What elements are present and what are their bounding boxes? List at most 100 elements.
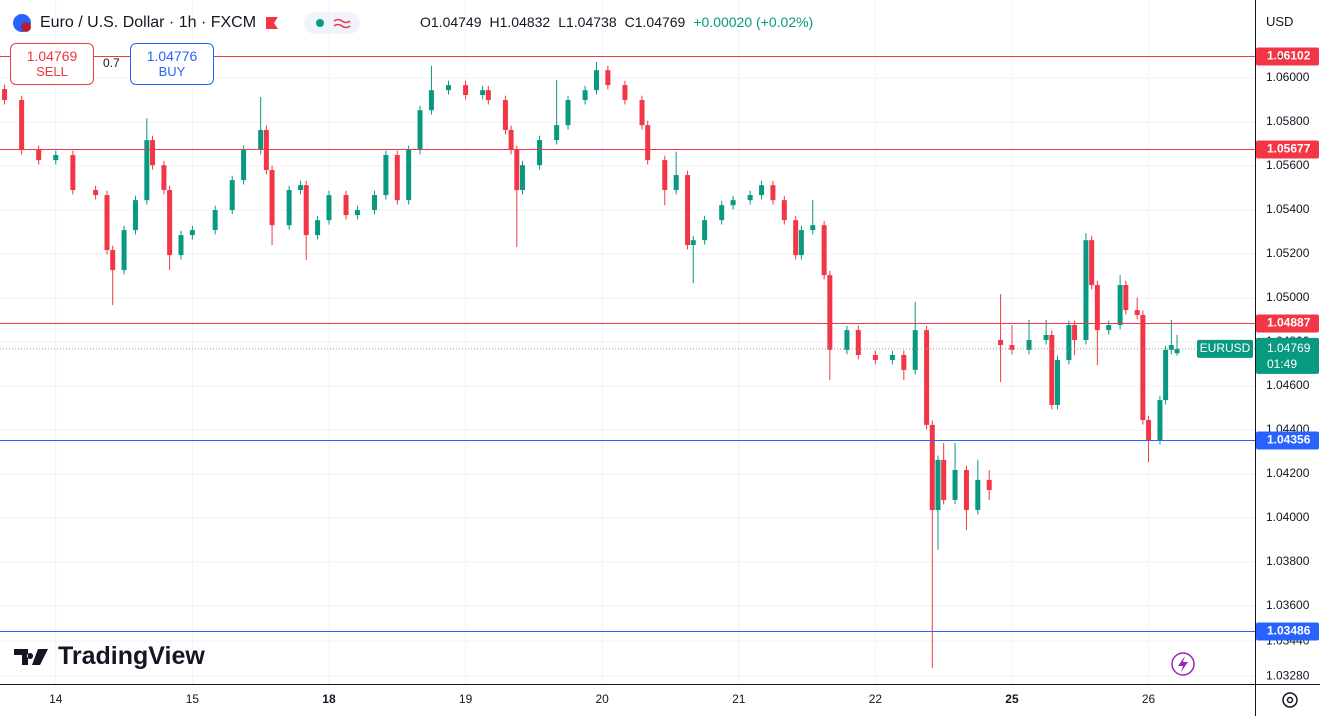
candle-body <box>394 155 400 201</box>
candle-body <box>463 85 469 96</box>
ohlc-change: +0.00020 (+0.02%) <box>693 14 814 30</box>
candle-body <box>821 225 827 276</box>
candle-body <box>70 155 76 191</box>
candle-body <box>354 210 360 216</box>
candle-body <box>702 220 708 241</box>
candle-body <box>1026 340 1032 350</box>
y-tick-label: 1.06000 <box>1266 70 1310 84</box>
candle-body <box>770 185 776 201</box>
candle-body <box>241 149 247 181</box>
candle-body <box>121 230 127 271</box>
y-tick-label: 1.05200 <box>1266 246 1310 260</box>
candle-body <box>303 185 309 236</box>
candle-body <box>1072 325 1078 341</box>
candle-body <box>1009 345 1015 350</box>
x-tick-label: 26 <box>1142 692 1156 706</box>
currency: USD <box>1266 14 1294 29</box>
symbol-tag-bg <box>1197 339 1253 358</box>
candle-body <box>554 125 560 141</box>
candle-body <box>2 89 8 101</box>
symbol-header[interactable]: Euro / U.S. Dollar · 1h · FXCM <box>12 12 361 34</box>
candle-body <box>685 175 691 246</box>
candle-body <box>537 140 543 166</box>
y-tick-label: 1.04600 <box>1266 378 1310 392</box>
settings-icon[interactable] <box>1282 692 1298 708</box>
candle-body <box>383 155 389 196</box>
candle-body <box>639 100 645 126</box>
candle-body <box>150 140 156 166</box>
candle-body <box>565 100 571 126</box>
y-tick-label: 1.04200 <box>1266 466 1310 480</box>
candle-body <box>480 90 486 96</box>
candle-body <box>781 200 787 221</box>
candle-body <box>605 70 611 86</box>
candle-body <box>519 165 525 191</box>
candle-body <box>986 479 992 491</box>
candle-body <box>269 170 275 226</box>
candle-body <box>1163 349 1169 401</box>
x-tick-label: 19 <box>459 692 473 706</box>
candle-body <box>1168 345 1174 350</box>
indicator-toggle[interactable] <box>304 12 361 34</box>
candle-body <box>110 250 116 271</box>
candle-body <box>514 149 520 191</box>
candle-body <box>901 354 907 370</box>
candle-body <box>161 165 167 191</box>
candle-body <box>1055 360 1061 405</box>
flag-marker[interactable] <box>264 15 280 31</box>
level-label: 1.03486 <box>1267 624 1311 638</box>
candle-body <box>326 195 332 221</box>
candle-body <box>1106 325 1112 331</box>
candle-body <box>19 100 25 150</box>
y-tick-label: 1.03280 <box>1266 668 1310 682</box>
candle-body <box>417 110 423 150</box>
candle-body <box>593 70 599 91</box>
candle-body <box>730 200 736 206</box>
candle-body <box>53 155 59 161</box>
ohlc-low: L1.04738 <box>558 14 617 30</box>
candle-body <box>662 160 668 191</box>
symbol-tag: EURUSD <box>1200 341 1251 355</box>
candle-body <box>212 210 218 231</box>
candle-body <box>1157 400 1163 441</box>
level-label-bg <box>1256 431 1319 450</box>
level-label: 1.04887 <box>1267 316 1311 330</box>
candle-body <box>315 220 321 236</box>
alert-bolt <box>1178 656 1188 672</box>
candle-body <box>167 190 173 256</box>
candle-body <box>827 275 833 350</box>
candle-body <box>104 195 110 251</box>
level-label: 1.05677 <box>1267 142 1311 156</box>
logo: TradingView <box>14 642 205 671</box>
alert-circle <box>1171 652 1195 676</box>
sell-button[interactable]: 1.04769 SELL <box>10 43 94 85</box>
buy-button[interactable]: 1.04776 BUY <box>130 43 214 85</box>
candle-body <box>673 175 679 191</box>
candle-body <box>963 470 969 511</box>
flag-icon <box>13 14 31 32</box>
y-tick-label: 1.05400 <box>1266 202 1310 216</box>
settings-inner <box>1286 696 1294 704</box>
buy-label: BUY <box>158 64 186 79</box>
candle-body <box>1174 348 1180 354</box>
logo-text: TradingView <box>58 642 205 670</box>
dropdown-arrow: ⌄ <box>1276 50 1285 61</box>
candle-body <box>144 140 150 201</box>
currency-select[interactable]: USD ⌄ <box>1258 6 1314 61</box>
candle-body <box>747 195 753 201</box>
candle-body <box>793 220 799 256</box>
x-tick-label: 18 <box>322 692 336 706</box>
candle-body <box>1089 240 1095 286</box>
candle-body <box>889 354 895 361</box>
level-label: 1.04356 <box>1267 433 1311 447</box>
candle-body <box>1146 420 1152 441</box>
candle-body <box>406 149 412 201</box>
x-tick-label: 25 <box>1005 692 1019 706</box>
candle-body <box>1117 285 1123 326</box>
candle-body <box>690 240 696 246</box>
y-tick-label: 1.05600 <box>1266 158 1310 172</box>
alert-icon[interactable] <box>1171 652 1195 676</box>
candle-body <box>298 185 304 191</box>
